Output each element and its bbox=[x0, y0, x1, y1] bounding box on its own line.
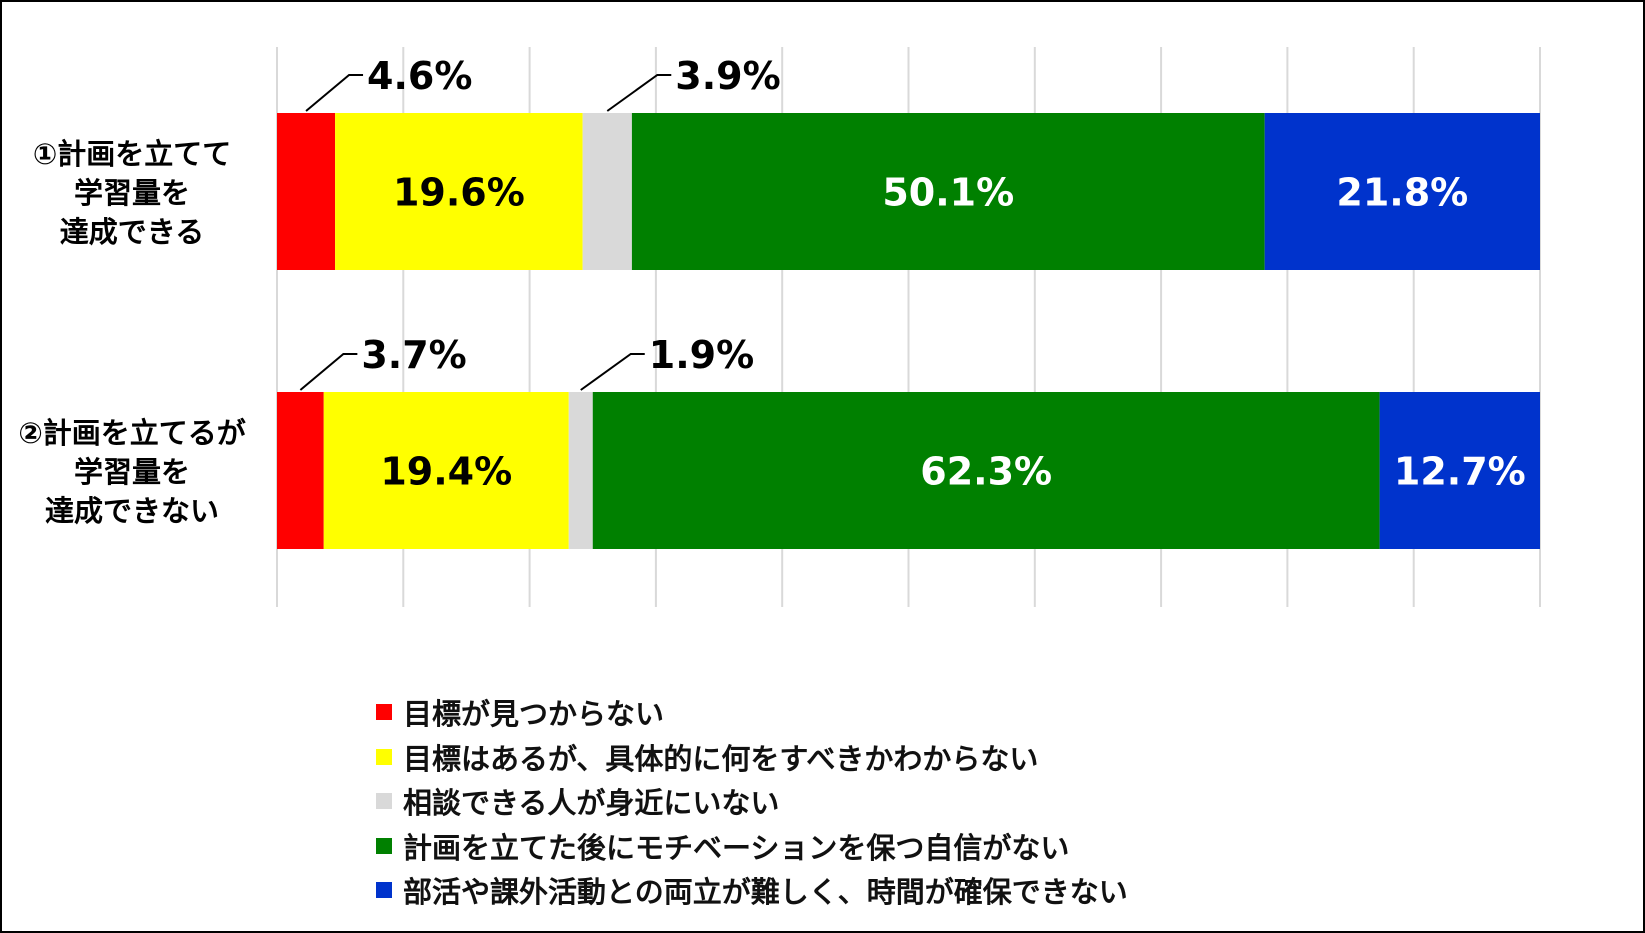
legend-item: 目標が見つからない bbox=[376, 690, 1128, 735]
leader-line bbox=[580, 353, 645, 391]
leader-line bbox=[606, 74, 672, 112]
data-label: 12.7% bbox=[1394, 450, 1526, 494]
category-label-line: ②計画を立てるが bbox=[18, 416, 246, 450]
bar-segment bbox=[335, 113, 583, 270]
data-label: 3.9% bbox=[675, 54, 780, 98]
legend-label: 部活や課外活動との両立が難しく、時間が確保できない bbox=[403, 875, 1128, 910]
category-label: ①計画を立てて学習量を達成できる bbox=[33, 137, 232, 249]
bar-segment bbox=[592, 392, 1380, 549]
legend-swatch bbox=[376, 793, 392, 810]
legend-swatch bbox=[376, 704, 392, 721]
category-label-line: 学習量を bbox=[74, 176, 190, 210]
bar-segment bbox=[568, 392, 593, 549]
legend-item: 計画を立てた後にモチベーションを保つ自信がない bbox=[376, 824, 1128, 869]
leader-line bbox=[305, 74, 364, 112]
legend-label: 計画を立てた後にモチベーションを保つ自信がない bbox=[403, 830, 1070, 865]
legend: 目標が見つからない目標はあるが、具体的に何をすべきかわからない 相談できる人が身近… bbox=[376, 690, 1128, 913]
category-label-line: ①計画を立てて bbox=[33, 137, 232, 171]
bar-segment bbox=[323, 392, 569, 549]
bar-segment bbox=[582, 113, 632, 270]
bar-segment bbox=[631, 113, 1265, 270]
data-label: 4.6% bbox=[367, 54, 472, 98]
bar-segment bbox=[1264, 113, 1540, 270]
legend-label: 目標はあるが、具体的に何をすべきかわからない bbox=[403, 741, 1039, 776]
legend-swatch bbox=[376, 837, 392, 854]
data-label: 62.3% bbox=[920, 450, 1052, 494]
data-label: 19.6% bbox=[393, 171, 525, 215]
data-label: 3.7% bbox=[361, 333, 466, 377]
category-label-line: 達成できない bbox=[45, 494, 219, 528]
legend-item: 目標はあるが、具体的に何をすべきかわからない bbox=[376, 735, 1128, 780]
data-label: 21.8% bbox=[1336, 171, 1468, 215]
data-label: 50.1% bbox=[882, 171, 1014, 215]
legend-label: 相談できる人が身近にいない bbox=[403, 786, 780, 821]
category-label-line: 学習量を bbox=[74, 455, 190, 489]
legend-swatch bbox=[376, 882, 392, 899]
bar-segment bbox=[277, 392, 324, 549]
legend-item: 相談できる人が身近にいない bbox=[376, 779, 1128, 824]
legend-item: 部活や課外活動との両立が難しく、時間が確保できない bbox=[376, 868, 1128, 913]
data-label: 1.9% bbox=[649, 333, 754, 377]
legend-label: 目標が見つからない bbox=[403, 697, 665, 732]
leader-line bbox=[299, 353, 358, 391]
data-label: 19.4% bbox=[380, 450, 512, 494]
category-label: ②計画を立てるが学習量を達成できない bbox=[18, 416, 246, 528]
legend-swatch bbox=[376, 748, 392, 765]
bar-segment bbox=[1379, 392, 1540, 549]
category-label-line: 達成できる bbox=[60, 215, 204, 249]
bar-segment bbox=[277, 113, 336, 270]
